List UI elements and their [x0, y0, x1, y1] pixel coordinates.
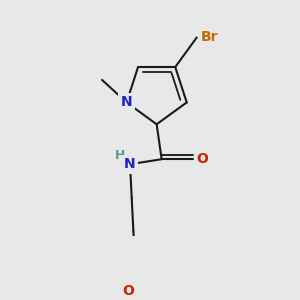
Text: Br: Br [201, 30, 218, 44]
Text: H: H [115, 149, 125, 162]
Text: N: N [121, 95, 132, 110]
Text: N: N [124, 157, 136, 171]
Text: O: O [122, 284, 134, 298]
Text: O: O [197, 152, 208, 166]
